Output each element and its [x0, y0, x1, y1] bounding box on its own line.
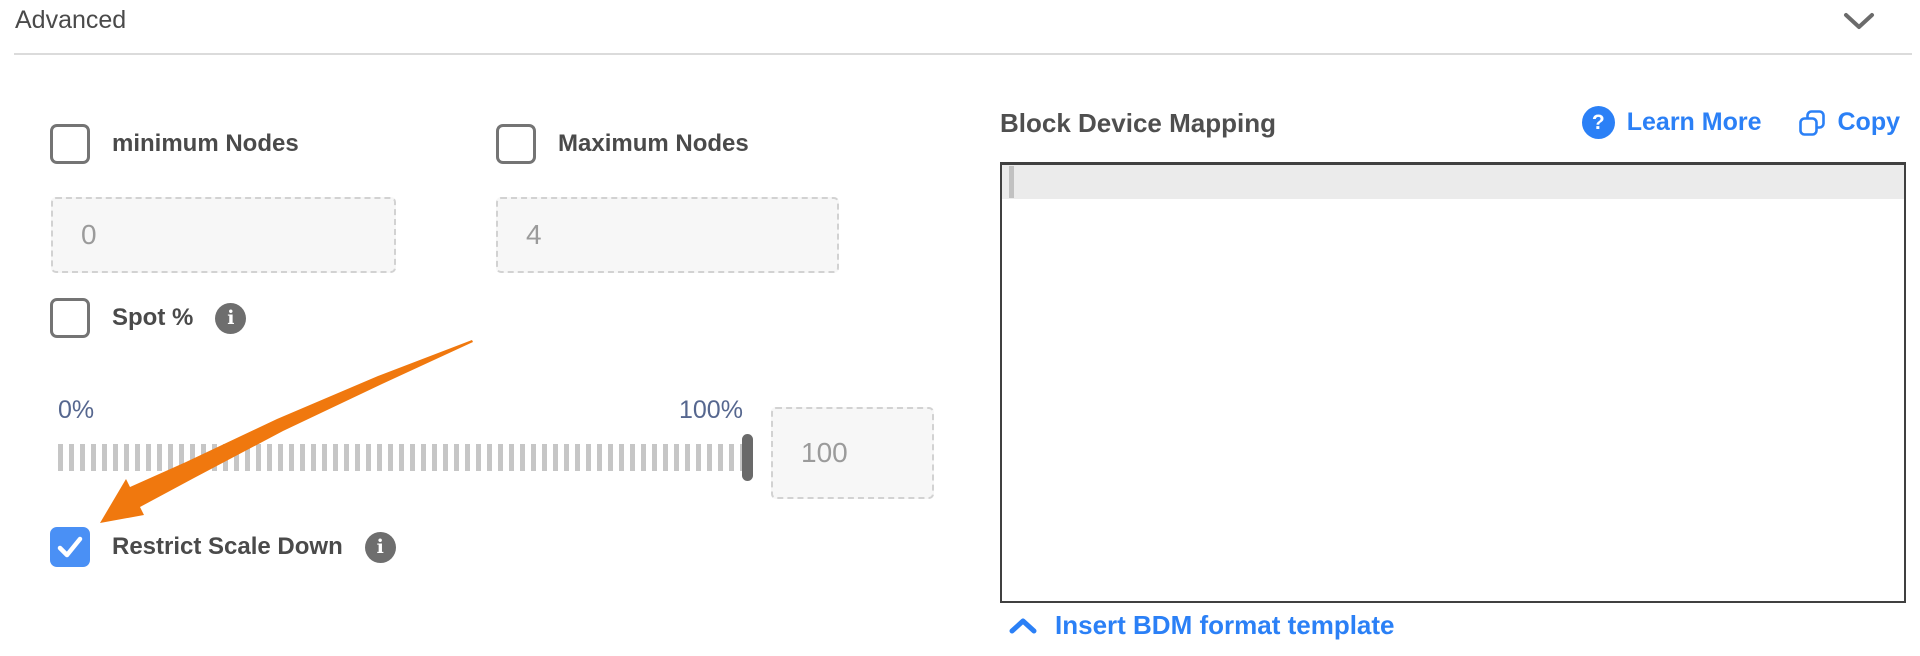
insert-template-label: Insert BDM format template: [1055, 610, 1395, 640]
slider-max-label: 100%: [679, 396, 743, 424]
restrict-scale-down-row: Restrict Scale Down i: [50, 527, 396, 567]
maximum-nodes-label: Maximum Nodes: [558, 130, 749, 157]
slider-handle[interactable]: [742, 434, 753, 481]
restrict-scale-down-checkbox[interactable]: [50, 527, 90, 567]
spot-percentage-checkbox[interactable]: [50, 298, 90, 338]
text-cursor: [1009, 166, 1014, 198]
slider-min-label: 0%: [58, 396, 95, 424]
spot-percentage-label: Spot %: [112, 304, 194, 331]
minimum-nodes-label: minimum Nodes: [112, 130, 299, 157]
spot-info-icon[interactable]: i: [215, 302, 247, 334]
section-divider: [14, 53, 1912, 55]
learn-more-link[interactable]: ? Learn More: [1581, 106, 1762, 139]
chevron-down-icon[interactable]: [1843, 12, 1875, 32]
insert-template-link[interactable]: Insert BDM format template: [1008, 610, 1395, 641]
minimum-nodes-input[interactable]: [51, 197, 396, 273]
max-nodes-checkbox-row: Maximum Nodes: [496, 124, 749, 164]
spot-percentage-slider[interactable]: [58, 434, 753, 481]
checkmark-icon: [57, 536, 83, 558]
minimum-nodes-checkbox[interactable]: [50, 124, 90, 164]
min-nodes-checkbox-row: minimum Nodes: [50, 124, 299, 164]
copy-label: Copy: [1837, 108, 1901, 136]
learn-more-label: Learn More: [1626, 108, 1762, 136]
question-mark-icon: ?: [1581, 106, 1615, 139]
bdm-editor[interactable]: [1000, 162, 1906, 603]
maximum-nodes-input[interactable]: [496, 197, 839, 273]
chevron-up-icon: [1009, 618, 1037, 633]
maximum-nodes-checkbox[interactable]: [496, 124, 536, 164]
copy-icon: [1798, 109, 1825, 136]
copy-button[interactable]: Copy: [1798, 108, 1901, 137]
spot-percentage-input[interactable]: [771, 407, 934, 499]
restrict-scale-down-label: Restrict Scale Down: [112, 533, 343, 560]
editor-active-line: [1002, 165, 1904, 199]
bdm-title: Block Device Mapping: [1000, 108, 1276, 138]
section-title-advanced: Advanced: [15, 6, 127, 34]
restrict-scale-down-info-icon[interactable]: i: [364, 531, 396, 563]
spot-checkbox-row: Spot % i: [50, 298, 247, 338]
bdm-actions: ? Learn More Copy: [1581, 106, 1901, 139]
